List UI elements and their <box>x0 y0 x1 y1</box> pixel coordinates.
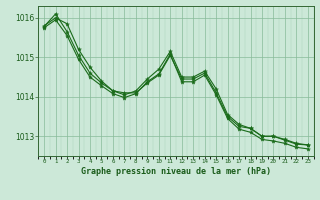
X-axis label: Graphe pression niveau de la mer (hPa): Graphe pression niveau de la mer (hPa) <box>81 167 271 176</box>
